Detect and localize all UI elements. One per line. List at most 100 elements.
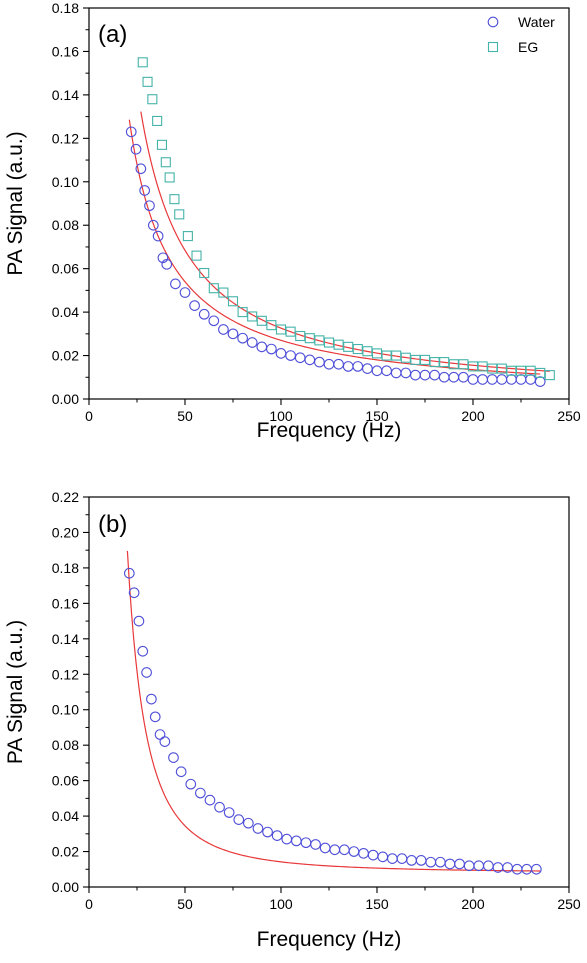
data-point — [458, 359, 469, 370]
data-point — [266, 320, 277, 331]
data-point — [123, 567, 135, 579]
x-tick-label: 100 — [269, 408, 293, 424]
y-tick-label: 0.08 — [52, 737, 79, 753]
data-point — [195, 787, 206, 799]
data-point — [199, 267, 210, 279]
data-point — [294, 352, 306, 364]
y-tick-label: 0.06 — [52, 261, 79, 277]
data-point — [352, 343, 363, 355]
y-tick-label: 0.18 — [52, 560, 79, 576]
data-point — [237, 307, 248, 318]
data-point — [275, 348, 287, 359]
data-point — [139, 185, 151, 196]
plot-frame — [88, 496, 570, 888]
data-point — [179, 287, 191, 298]
legend-label-water: Water — [518, 14, 555, 30]
data-point — [133, 615, 145, 627]
data-point — [339, 844, 350, 856]
data-point — [304, 354, 316, 366]
data-point — [467, 374, 479, 385]
y-tick-label: 0.12 — [52, 130, 79, 146]
data-point — [477, 361, 488, 372]
y-tick-label: 0.14 — [52, 87, 79, 103]
y-tick-label: 0.04 — [52, 304, 79, 320]
x-tick-label: 150 — [365, 408, 389, 424]
y-tick-label: 0.04 — [52, 808, 79, 824]
data-point — [371, 365, 383, 377]
x-tick-label: 50 — [177, 896, 193, 912]
data-point — [169, 194, 180, 205]
data-point — [410, 369, 421, 381]
data-point — [343, 341, 354, 352]
data-point — [182, 231, 193, 242]
data-point — [237, 332, 248, 344]
x-tick-label: 150 — [365, 896, 389, 912]
x-tick-label: 200 — [461, 408, 485, 424]
data-point — [521, 863, 533, 875]
data-point — [291, 835, 302, 847]
fit-curve-0 — [128, 119, 541, 375]
y-axis-title: PA Signal (a.u.) — [4, 131, 27, 275]
data-point — [146, 693, 157, 705]
data-point — [329, 844, 341, 856]
data-point — [319, 842, 331, 854]
y-tick-label: 0.00 — [52, 879, 79, 895]
data-point — [410, 354, 421, 365]
data-point — [429, 357, 440, 368]
fit-curve-0 — [126, 550, 541, 872]
data-point — [333, 358, 344, 370]
data-point — [227, 296, 239, 307]
data-point — [185, 778, 197, 790]
x-tick-label: 0 — [85, 896, 93, 912]
legend: Water EG — [487, 14, 555, 55]
data-point — [381, 365, 392, 377]
data-point — [515, 374, 527, 385]
data-point — [130, 143, 142, 155]
data-point — [314, 356, 325, 368]
data-point — [159, 736, 171, 747]
x-tick-label: 250 — [557, 408, 581, 424]
data-point — [362, 346, 373, 357]
data-point — [358, 847, 369, 859]
y-tick-label: 0.02 — [52, 844, 79, 860]
data-point — [391, 350, 402, 361]
data-point — [438, 371, 450, 383]
data-point — [439, 357, 450, 368]
data-point — [511, 863, 523, 875]
data-point — [300, 837, 312, 849]
data-point — [496, 374, 508, 385]
x-tick-label: 0 — [85, 408, 93, 424]
data-point — [137, 57, 148, 68]
y-tick-label: 0.18 — [52, 0, 79, 16]
y-tick-label: 0.10 — [52, 702, 79, 718]
x-tick-label: 50 — [177, 408, 193, 424]
data-point — [352, 361, 364, 372]
data-point — [170, 278, 181, 290]
data-point — [218, 287, 229, 298]
data-point — [448, 359, 459, 370]
data-point — [246, 337, 258, 348]
data-point — [314, 335, 325, 346]
data-point — [208, 283, 219, 294]
data-point — [473, 860, 485, 872]
data-point — [152, 115, 163, 127]
data-point — [348, 846, 360, 857]
data-point — [204, 794, 216, 806]
y-axis-title: PA Signal (a.u.) — [4, 620, 27, 764]
data-point — [323, 337, 335, 348]
data-point — [390, 367, 402, 379]
x-axis-title: Frequency (Hz) — [257, 419, 402, 442]
data-point — [515, 365, 527, 376]
data-point — [285, 350, 296, 361]
data-point — [223, 807, 235, 818]
data-point — [396, 853, 408, 864]
data-point — [463, 860, 475, 872]
data-point — [506, 365, 517, 376]
y-tick-label: 0.20 — [52, 524, 79, 540]
data-point — [342, 361, 354, 372]
data-point — [323, 358, 335, 370]
data-point — [149, 711, 161, 723]
x-tick-label: 100 — [269, 896, 293, 912]
data-point — [164, 172, 175, 183]
